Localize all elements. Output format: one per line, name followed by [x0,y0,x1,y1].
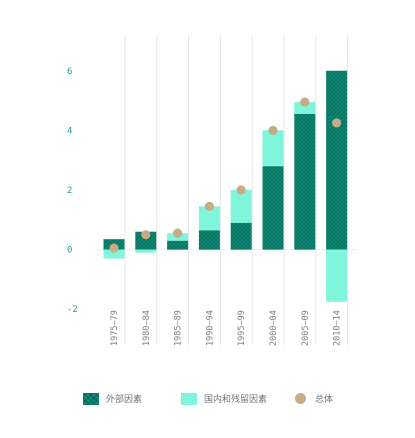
legend-swatch-external [83,392,99,405]
bar-domestic [103,249,125,259]
x-tick-label: 1985–89 [174,310,184,346]
x-tick-label: 2005–09 [301,310,311,346]
bar-domestic [135,249,157,253]
total-dot [109,243,119,253]
bars [103,70,348,302]
x-tick-label: 1975–79 [110,310,120,346]
y-axis: -2 0 2 4 6 [67,67,78,315]
legend-label-domestic: 国内和残留因素 [204,395,268,405]
bar-external [167,240,189,250]
bar-domestic [294,102,316,114]
total-dot [332,118,342,128]
y-tick-label: 6 [67,67,72,77]
bar-external [230,222,252,250]
legend-item-external: 外部因素 [83,392,142,405]
y-tick-label: 0 [67,246,72,256]
y-tick-label: 4 [67,126,72,136]
bar-external [262,166,284,250]
total-dot [300,97,310,107]
x-tick-label: 2010–14 [333,310,343,346]
x-tick-label: 1995–99 [237,310,247,346]
total-dot [236,185,246,195]
bar-external [135,231,157,250]
legend-item-domestic: 国内和残留因素 [181,392,267,405]
bar-domestic [262,130,284,167]
legend-label-total: 总体 [315,395,334,405]
y-tick-label: 2 [67,186,72,196]
legend-marker-total [295,393,306,404]
x-tick-label: 1990–94 [205,310,215,346]
bar-domestic [326,249,348,302]
x-tick-label: 2000–04 [269,310,279,346]
legend-item-total: 总体 [293,392,333,405]
bar-domestic [230,190,252,223]
total-dot [141,230,151,240]
x-tick-label: 1980–84 [142,310,152,346]
bar-external [326,70,348,250]
bar-domestic [198,206,220,231]
chart: -2 0 2 4 6 1975–79 1980–84 1985–89 1990–94 1995–… [67,35,358,346]
total-dot [173,228,183,238]
bar-external [294,113,316,250]
y-tick-label: -2 [67,305,78,315]
total-dots [109,97,342,253]
legend: 外部因素 国内和残留因素 总体 [0,384,415,414]
legend-swatch-domestic [181,392,197,405]
grid [95,35,358,345]
bar-external [198,230,220,250]
legend-label-external: 外部因素 [106,395,143,405]
total-dot [204,201,214,211]
total-dot [268,125,278,135]
x-axis: 1975–79 1980–84 1985–89 1990–94 1995–99 2000–… [110,310,343,346]
